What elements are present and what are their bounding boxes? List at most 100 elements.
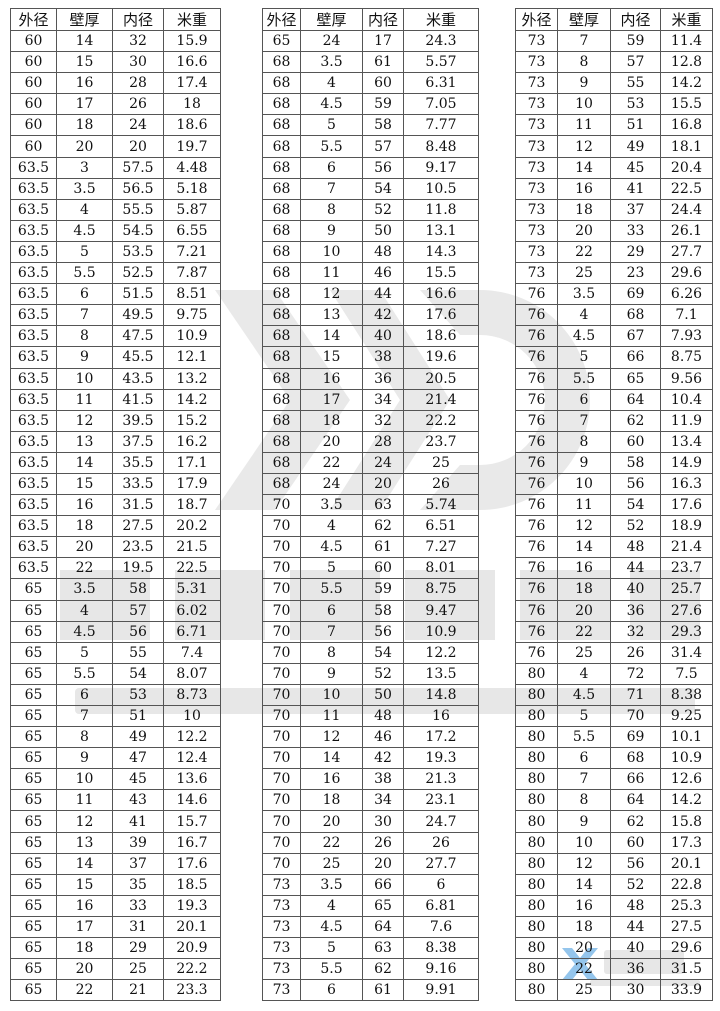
cell-outer-diameter: 76 — [515, 578, 558, 601]
cell-inner-diameter: 49.5 — [112, 304, 164, 327]
cell-outer-diameter: 73 — [262, 873, 301, 896]
cell-weight-per-meter: 22.5 — [163, 557, 221, 580]
cell-wall-thickness: 5 — [56, 641, 113, 664]
table-row: 70 3.5 63 5.74 — [262, 494, 479, 517]
cell-outer-diameter: 73 — [262, 915, 301, 939]
cell-outer-diameter: 76 — [515, 641, 558, 664]
cell-wall-thickness: 16 — [557, 177, 611, 200]
cell-outer-diameter: 70 — [262, 704, 301, 728]
table-row: 68 5 58 7.77 — [262, 114, 479, 137]
table-row: 65 4 57 6.02 — [10, 599, 221, 622]
cell-outer-diameter: 63.5 — [10, 346, 57, 369]
cell-weight-per-meter: 17.2 — [403, 726, 479, 749]
cell-outer-diameter: 80 — [515, 979, 558, 1002]
cell-outer-diameter: 70 — [262, 810, 301, 833]
table-row: 65 20 25 22.2 — [10, 958, 221, 981]
cell-weight-per-meter: 18.1 — [660, 135, 713, 158]
cell-wall-thickness: 10 — [557, 472, 611, 496]
cell-weight-per-meter: 16.3 — [660, 472, 713, 496]
cell-outer-diameter: 73 — [262, 958, 301, 981]
cell-wall-thickness: 16 — [557, 894, 611, 917]
cell-outer-diameter: 73 — [515, 240, 558, 264]
cell-inner-diameter: 50 — [362, 219, 404, 242]
cell-inner-diameter: 54 — [362, 641, 404, 664]
cell-inner-diameter: 57.5 — [112, 156, 164, 179]
cell-wall-thickness: 10 — [300, 240, 363, 264]
cell-weight-per-meter: 9.75 — [163, 304, 221, 327]
table-row: 65 11 43 14.6 — [10, 789, 221, 812]
table-row: 76 18 40 25.7 — [515, 578, 713, 601]
cell-outer-diameter: 65 — [10, 620, 57, 643]
cell-outer-diameter: 63.5 — [10, 367, 57, 390]
cell-weight-per-meter: 21.3 — [403, 768, 479, 791]
cell-weight-per-meter: 22.2 — [163, 958, 221, 981]
cell-wall-thickness: 4.5 — [557, 683, 611, 707]
cell-wall-thickness: 4 — [300, 72, 363, 95]
cell-inner-diameter: 25 — [112, 958, 164, 981]
cell-inner-diameter: 42 — [362, 304, 404, 327]
table-row: 63.5 15 33.5 17.9 — [10, 472, 221, 496]
cell-wall-thickness: 18 — [300, 789, 363, 812]
cell-inner-diameter: 40 — [610, 578, 661, 601]
cell-wall-thickness: 15 — [56, 472, 113, 496]
cell-inner-diameter: 56 — [112, 620, 164, 643]
table-row: 76 16 44 23.7 — [515, 557, 713, 580]
cell-outer-diameter: 65 — [10, 726, 57, 749]
cell-wall-thickness: 18 — [557, 915, 611, 939]
cell-inner-diameter: 24 — [362, 451, 404, 474]
cell-wall-thickness: 4 — [300, 894, 363, 917]
cell-wall-thickness: 9 — [557, 810, 611, 833]
cell-weight-per-meter: 5.31 — [163, 578, 221, 601]
cell-wall-thickness: 11 — [557, 494, 611, 517]
cell-weight-per-meter: 18.6 — [163, 114, 221, 137]
table-row: 63.5 3 57.5 4.48 — [10, 156, 221, 179]
cell-inner-diameter: 19.5 — [112, 557, 164, 580]
cell-weight-per-meter: 27.6 — [660, 599, 713, 622]
header-wall-thickness: 壁厚 — [300, 8, 363, 31]
table-row: 70 22 26 26 — [262, 831, 479, 854]
table-row: 73 8 57 12.8 — [515, 51, 713, 74]
cell-outer-diameter: 68 — [262, 346, 301, 369]
cell-wall-thickness: 12 — [300, 726, 363, 749]
cell-outer-diameter: 60 — [10, 51, 57, 74]
cell-inner-diameter: 39 — [112, 831, 164, 854]
table-row: 70 18 34 23.1 — [262, 789, 479, 812]
cell-inner-diameter: 34 — [362, 388, 404, 411]
table-row: 76 14 48 21.4 — [515, 536, 713, 559]
cell-inner-diameter: 43.5 — [112, 367, 164, 390]
cell-weight-per-meter: 15.5 — [660, 93, 713, 116]
cell-inner-diameter: 28 — [112, 72, 164, 95]
cell-wall-thickness: 16 — [56, 72, 113, 95]
cell-wall-thickness: 5 — [300, 114, 363, 137]
cell-wall-thickness: 5.5 — [557, 367, 611, 390]
table-row: 80 16 48 25.3 — [515, 894, 713, 917]
table-row: 80 7 66 12.6 — [515, 768, 713, 791]
cell-weight-per-meter: 17.4 — [163, 72, 221, 95]
cell-weight-per-meter: 17.1 — [163, 451, 221, 474]
cell-weight-per-meter: 24.3 — [403, 29, 479, 53]
cell-weight-per-meter: 7.77 — [403, 114, 479, 137]
cell-weight-per-meter: 5.18 — [163, 177, 221, 200]
table-row: 65 17 31 20.1 — [10, 915, 221, 939]
table-row: 63.5 3.5 56.5 5.18 — [10, 177, 221, 200]
table-row: 65 8 49 12.2 — [10, 726, 221, 749]
cell-weight-per-meter: 8.75 — [403, 578, 479, 601]
table-row: 68 24 20 26 — [262, 472, 479, 496]
table-row: 73 12 49 18.1 — [515, 135, 713, 158]
cell-outer-diameter: 68 — [262, 240, 301, 264]
cell-weight-per-meter: 20.9 — [163, 937, 221, 960]
cell-wall-thickness: 25 — [557, 262, 611, 285]
cell-inner-diameter: 66 — [362, 873, 404, 896]
cell-wall-thickness: 8 — [557, 51, 611, 74]
table-row: 76 22 32 29.3 — [515, 620, 713, 643]
cell-inner-diameter: 64 — [362, 915, 404, 939]
cell-inner-diameter: 60 — [362, 557, 404, 580]
table-row: 73 7 59 11.4 — [515, 29, 713, 53]
cell-wall-thickness: 25 — [300, 852, 363, 875]
table-row: 70 7 56 10.9 — [262, 620, 479, 643]
cell-outer-diameter: 76 — [515, 304, 558, 327]
cell-outer-diameter: 73 — [262, 894, 301, 917]
table-row: 70 9 52 13.5 — [262, 662, 479, 685]
cell-outer-diameter: 73 — [515, 51, 558, 74]
cell-inner-diameter: 63 — [362, 494, 404, 517]
